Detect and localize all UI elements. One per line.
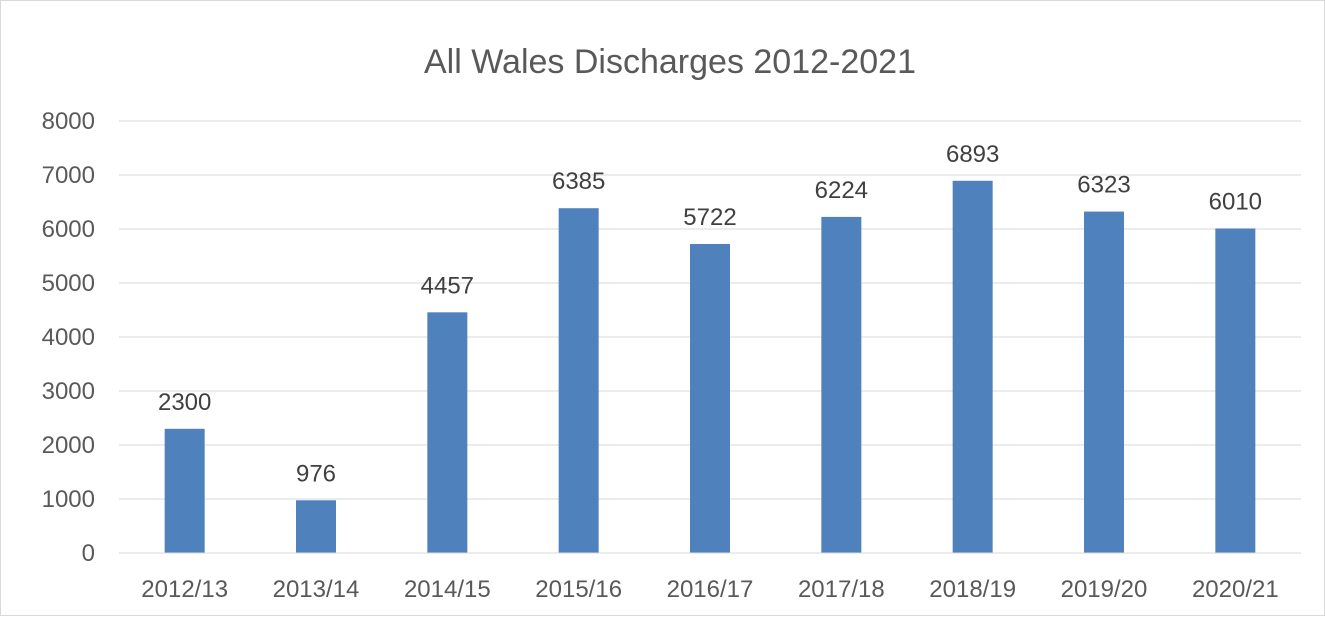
x-tick-label: 2014/15 <box>404 576 491 603</box>
x-axis-tick-labels: 2012/13 2013/14 2014/15 2015/16 2016/17 2017/… <box>141 576 1278 603</box>
x-tick-label: 2013/14 <box>273 576 360 603</box>
data-label-2015-16: 6385 <box>552 168 605 195</box>
x-tick-label: 2016/17 <box>667 576 754 603</box>
y-tick-label: 0 <box>82 540 95 567</box>
data-label-2012-13: 2300 <box>158 389 211 416</box>
y-tick-label: 3000 <box>42 378 95 405</box>
x-tick-label: 2020/21 <box>1192 576 1279 603</box>
bar-2019-20 <box>1084 211 1124 554</box>
data-label-2017-18: 6224 <box>815 177 868 204</box>
bar-2016-17 <box>690 244 730 553</box>
data-label-2018-19: 6893 <box>946 141 999 168</box>
data-label-2020-21: 6010 <box>1209 188 1262 215</box>
bar-2014-15 <box>427 312 468 553</box>
x-tick-label: 2018/19 <box>929 576 1016 603</box>
bar-2017-18 <box>821 216 862 554</box>
y-tick-label: 5000 <box>42 270 95 297</box>
x-tick-label: 2019/20 <box>1061 576 1148 603</box>
y-tick-label: 8000 <box>42 108 95 135</box>
data-label-2019-20: 6323 <box>1077 172 1130 199</box>
data-labels: 2300 976 4457 6385 5722 6224 6893 6323 6010 <box>158 141 1262 488</box>
y-tick-label: 6000 <box>42 216 95 243</box>
x-tick-label: 2015/16 <box>535 576 622 603</box>
y-tick-label: 4000 <box>42 324 95 351</box>
x-tick-label: 2017/18 <box>798 576 885 603</box>
data-label-2014-15: 4457 <box>421 272 474 299</box>
data-label-2016-17: 5722 <box>683 204 736 231</box>
y-tick-label: 1000 <box>42 486 95 513</box>
y-tick-label: 2000 <box>42 432 95 459</box>
bar-2020-21 <box>1215 228 1256 553</box>
bars <box>164 180 1256 554</box>
data-label-2013-14: 976 <box>296 460 336 487</box>
bar-2012-13 <box>164 428 205 553</box>
y-tick-label: 7000 <box>42 162 95 189</box>
bar-2013-14 <box>296 500 336 553</box>
bar-2018-19 <box>952 180 993 553</box>
chart-title: All Wales Discharges 2012-2021 <box>424 43 916 81</box>
y-axis-tick-labels: 0 1000 2000 3000 4000 5000 6000 7000 8000 <box>42 108 95 567</box>
bar-2015-16 <box>558 208 599 553</box>
x-tick-label: 2012/13 <box>141 576 228 603</box>
